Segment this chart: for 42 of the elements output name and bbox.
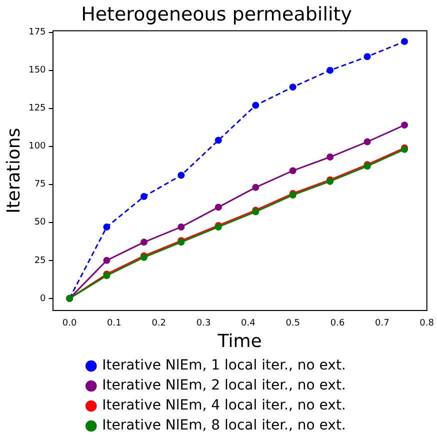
- y-tick-label: 25: [34, 256, 46, 266]
- point: [103, 256, 110, 264]
- point: [289, 167, 296, 174]
- point: [178, 223, 185, 230]
- point: [214, 136, 222, 144]
- legend-label: Iterative NlEm, 1 local iter., no ext.: [102, 358, 346, 374]
- y-tick-label: 0: [40, 294, 46, 304]
- point: [326, 154, 334, 161]
- legend-label: Iterative NlEm, 8 local iter., no ext.: [102, 418, 346, 434]
- point: [401, 38, 408, 45]
- y-tick-label: 75: [34, 180, 46, 190]
- point: [326, 66, 334, 74]
- point: [103, 223, 110, 230]
- point: [364, 138, 371, 146]
- x-tick-label: 0.7: [375, 318, 390, 328]
- y-tick-label: 100: [28, 142, 46, 152]
- point: [252, 184, 260, 191]
- x-tick-label: 0.3: [196, 318, 211, 328]
- point: [140, 193, 148, 200]
- x-axis-title: Time: [216, 330, 262, 352]
- x-tick-label: 0.4: [241, 318, 256, 328]
- point: [178, 172, 185, 179]
- chart-title: Heterogeneous permeability: [81, 3, 352, 26]
- point: [140, 238, 148, 246]
- y-tick-label: 50: [34, 218, 46, 228]
- point: [364, 53, 371, 60]
- x-tick-label: 0.2: [152, 318, 166, 328]
- point: [214, 204, 222, 211]
- x-tick-label: 0.5: [286, 318, 300, 328]
- x-tick-label: 0.1: [107, 318, 122, 328]
- y-tick-label: 150: [28, 66, 46, 76]
- x-tick-label: 0.0: [62, 318, 77, 328]
- y-axis-title: Iterations: [3, 128, 24, 214]
- legend-label: Iterative NlEm, 4 local iter., no ext.: [102, 398, 346, 414]
- point: [252, 102, 260, 109]
- x-tick-label: 0.6: [330, 318, 345, 328]
- y-tick-label: 175: [28, 28, 46, 38]
- legend-label: Iterative NlEm, 2 local iter., no ext.: [102, 378, 346, 394]
- point: [289, 84, 296, 91]
- point: [401, 122, 408, 129]
- x-tick-label: 0.8: [420, 318, 434, 328]
- y-tick-label: 125: [28, 104, 46, 114]
